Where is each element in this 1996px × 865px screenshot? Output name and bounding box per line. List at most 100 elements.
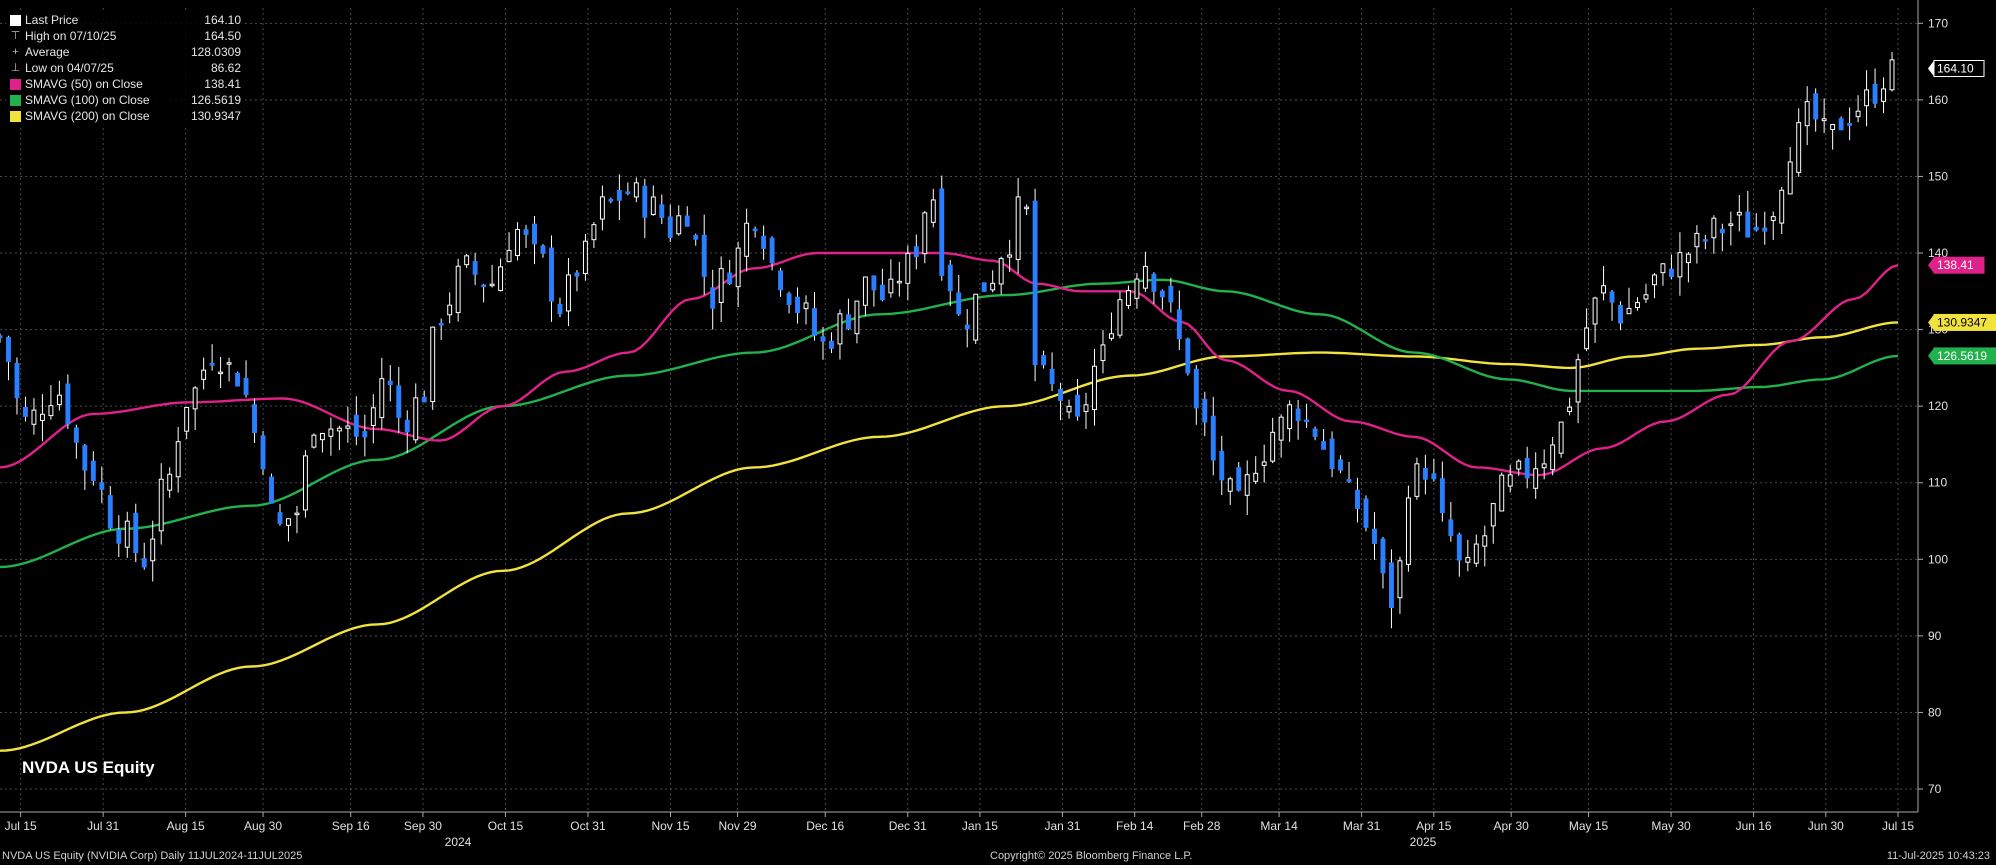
candle-up (854, 300, 860, 335)
candle-down (616, 190, 622, 201)
candle-up (862, 276, 868, 306)
candle-up (124, 520, 130, 548)
candle-down (667, 216, 673, 238)
candle-down (1431, 473, 1437, 480)
candle-up (650, 196, 656, 216)
last-value-tag-arrow (1928, 347, 1934, 364)
last-value-text: 164.10 (1937, 61, 1974, 75)
candle-up (1677, 252, 1683, 278)
candle-down (540, 245, 546, 254)
candle-down (1346, 479, 1352, 482)
candle-up (430, 326, 436, 403)
footer-security-info: NVDA US Equity (NVIDIA Corp) Daily 11JUL… (2, 850, 303, 862)
sma100-line (0, 278, 1899, 569)
legend-swatch-sma50 (10, 78, 21, 90)
candle-up (56, 394, 62, 406)
x-tick-label: Oct 31 (570, 819, 606, 833)
candle-down (107, 495, 113, 529)
candle-down (1380, 538, 1386, 574)
candle-up (803, 302, 809, 310)
candle-down (133, 512, 139, 554)
candle-down (1355, 489, 1360, 510)
footer-copyright: Copyright© 2025 Bloomberg Finance L.P. (990, 850, 1193, 862)
legend-value: 130.9347 (190, 109, 241, 123)
candle-down (1338, 459, 1343, 471)
candle-down (1151, 273, 1157, 292)
candle-down (1363, 498, 1369, 528)
candle-down (1304, 419, 1310, 423)
legend-swatch-sma200 (10, 110, 21, 122)
candle-down (684, 215, 690, 227)
candle-down (557, 304, 563, 315)
candle-down (752, 228, 758, 232)
candle-down (1236, 467, 1242, 491)
last-value-text: 126.5619 (1937, 349, 1987, 363)
candle-down (871, 275, 877, 291)
candle-up (837, 313, 843, 345)
candle-down (387, 380, 393, 386)
candle-down (1058, 388, 1064, 401)
candle-up (413, 397, 419, 441)
candle-up (158, 478, 164, 532)
candle-up (226, 362, 232, 365)
candle-up (506, 249, 512, 263)
candle-down (14, 362, 20, 399)
legend-value: 128.0309 (190, 45, 241, 59)
sma200-path (0, 321, 1899, 752)
candle-up (1109, 333, 1114, 339)
candle-up (1507, 474, 1513, 487)
candle-up (1830, 124, 1836, 131)
candle-down (574, 272, 580, 277)
candle-up (1083, 404, 1089, 412)
candle-up (1142, 265, 1148, 289)
candle-down (1762, 227, 1768, 232)
candle-down (693, 234, 699, 240)
candle-down (116, 529, 122, 544)
candle-up (48, 405, 54, 417)
candle-down (269, 476, 274, 504)
candle-down (1618, 305, 1623, 324)
high-marker-icon: ⊤ (10, 30, 21, 42)
candle-up (566, 274, 571, 312)
legend-label: SMAVG (50) on Close (25, 77, 143, 91)
candle-down (1753, 226, 1759, 231)
candle-up (447, 304, 453, 316)
legend-value: 138.41 (204, 77, 241, 91)
y-tick-label: 120 (1928, 399, 1948, 413)
candle-up (1685, 253, 1691, 264)
candle-down (438, 323, 444, 326)
last-value-text: 130.9347 (1937, 315, 1987, 329)
candle-up (311, 434, 317, 448)
candle-up (1558, 421, 1564, 454)
candle-down (981, 282, 987, 292)
candle-down (795, 296, 800, 314)
candle-up (1652, 274, 1657, 286)
candle-up (1626, 307, 1632, 315)
last-value-tag-arrow (1928, 314, 1934, 331)
candle-down (786, 293, 792, 306)
candle-up (455, 265, 461, 314)
candle-down (1872, 83, 1878, 104)
year-label: 2025 (1410, 835, 1437, 849)
candle-up (998, 258, 1004, 285)
candle-up (150, 538, 156, 562)
candle-up (1092, 365, 1097, 411)
candle-up (990, 282, 996, 291)
legend-label: SMAVG (100) on Close (25, 93, 150, 107)
x-tick-label: Jul 31 (87, 819, 119, 833)
legend-last-price: Last Price 164.10 (10, 12, 241, 28)
candle-up (1736, 211, 1742, 216)
candle-down (235, 372, 241, 387)
chart-legend: Last Price 164.10 ⊤ High on 07/10/25 164… (6, 10, 245, 126)
legend-label: SMAVG (200) on Close (25, 109, 150, 123)
candle-down (879, 284, 885, 301)
legend-value: 164.10 (204, 13, 241, 27)
candle-down (260, 435, 266, 470)
candle-up (1024, 206, 1030, 210)
candle-up (930, 199, 936, 223)
candle-up (1405, 497, 1411, 565)
candle-up (1270, 431, 1276, 462)
candle-down (642, 185, 648, 218)
candle-down (82, 445, 88, 471)
